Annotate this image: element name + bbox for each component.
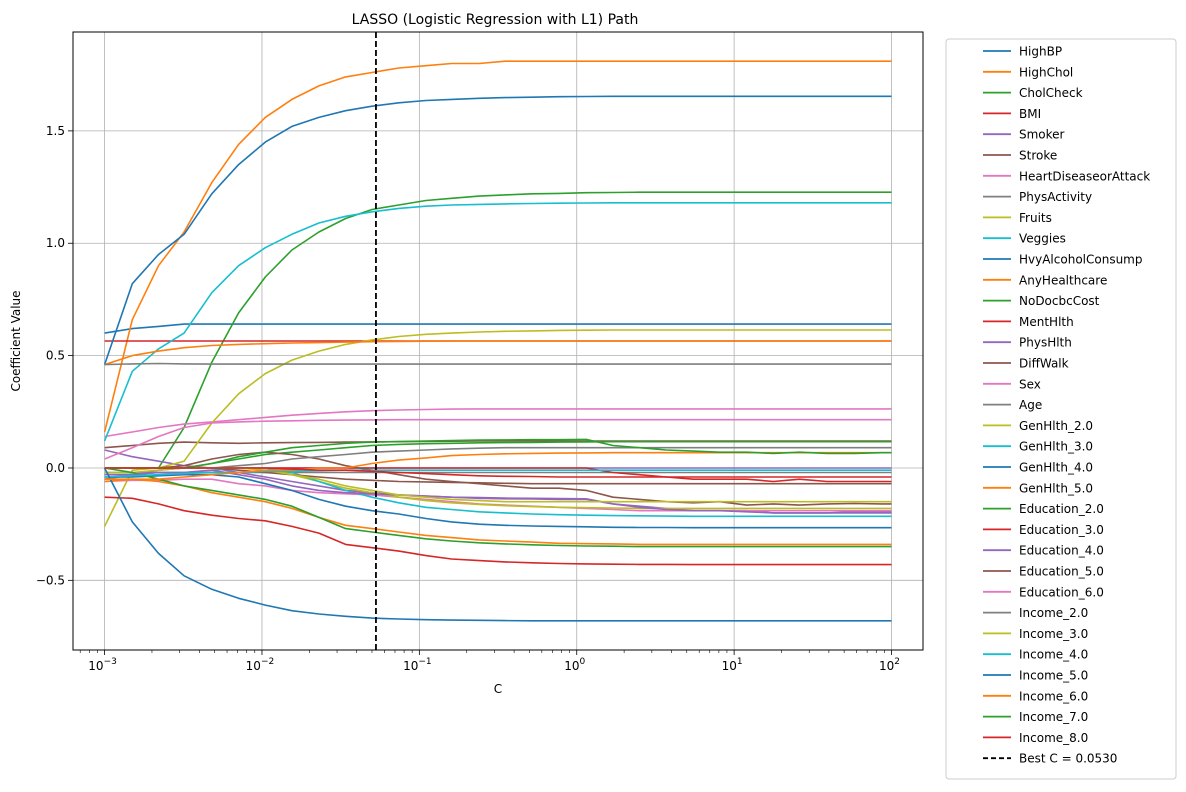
legend-label-highchol: HighChol	[1019, 65, 1073, 79]
series-line-age	[104, 362, 892, 366]
series-line-education-5-0	[104, 467, 892, 485]
legend-label-income-5-0: Income_5.0	[1019, 669, 1088, 683]
legend-label-income-7-0: Income_7.0	[1019, 710, 1088, 724]
series-line-income-2-0	[104, 446, 892, 469]
x-tick-label: 10−1	[403, 657, 432, 673]
series-line-education-3-0	[104, 496, 892, 566]
series-line-income-8-0	[104, 467, 892, 478]
series-lines	[103, 60, 892, 622]
legend-label-anyhealthcare: AnyHealthcare	[1019, 273, 1107, 287]
legend-label-physhlth: PhysHlth	[1019, 336, 1072, 350]
series-line-anyhealthcare	[104, 340, 892, 366]
legend-label-menthlth: MentHlth	[1019, 315, 1074, 329]
legend-label-cholcheck: CholCheck	[1019, 86, 1083, 100]
x-tick-label: 101	[722, 657, 743, 673]
legend-label-genhlth-5-0: GenHlth_5.0	[1019, 481, 1093, 495]
series-line-income-7-0	[104, 438, 892, 469]
legend-label-education-3-0: Education_3.0	[1019, 523, 1104, 537]
legend-label-genhlth-3-0: GenHlth_3.0	[1019, 440, 1093, 454]
legend-label-education-2-0: Education_2.0	[1019, 502, 1104, 516]
legend-label-nodocbccost: NoDocbcCost	[1019, 294, 1100, 308]
series-line-heartdiseaseorattack	[104, 408, 892, 438]
series-line-diffwalk	[104, 451, 892, 506]
series-line-highchol	[103, 60, 892, 433]
legend-label-genhlth-4-0: GenHlth_4.0	[1019, 461, 1093, 475]
x-axis: 10−3 10−2 10−1 100 101 102	[79, 650, 900, 673]
series-line-cholcheck	[104, 191, 892, 469]
legend-label-stroke: Stroke	[1019, 149, 1057, 163]
legend-box	[945, 38, 1177, 780]
series-line-income-5-0	[103, 467, 892, 622]
legend-label-education-6-0: Education_6.0	[1019, 585, 1104, 599]
series-line-hvyalcoholconsump	[103, 95, 892, 365]
x-tick-label: 10−2	[246, 657, 275, 673]
plot-frame	[72, 31, 924, 651]
legend-label-sex: Sex	[1019, 377, 1041, 391]
legend-label-education-4-0: Education_4.0	[1019, 544, 1104, 558]
legend-label-genhlth-2-0: GenHlth_2.0	[1019, 419, 1093, 433]
legend-label-veggies: Veggies	[1019, 232, 1066, 246]
series-line-veggies	[103, 202, 892, 442]
legend-label-education-5-0: Education_5.0	[1019, 565, 1104, 579]
series-line-fruits	[103, 329, 892, 527]
legend-label-income-8-0: Income_8.0	[1019, 731, 1088, 745]
y-tick-label: 1.0	[46, 236, 65, 250]
x-tick-label: 100	[564, 657, 585, 673]
y-tick-label: 0.5	[46, 349, 65, 363]
legend-label-diffwalk: DiffWalk	[1019, 357, 1069, 371]
y-axis-label: Coefficient Value	[9, 290, 23, 391]
legend-label-income-2-0: Income_2.0	[1019, 606, 1088, 620]
x-tick-label: 102	[879, 657, 900, 673]
legend: HighBP HighChol CholCheck BMI Smoker Stroke He…	[945, 38, 1177, 780]
legend-label-fruits: Fruits	[1019, 211, 1052, 225]
y-axis: −0.5 0.0 0.5 1.0 1.5	[36, 124, 73, 587]
series-line-education-6-0	[104, 418, 892, 460]
legend-label-smoker: Smoker	[1019, 128, 1065, 142]
legend-label-physactivity: PhysActivity	[1019, 190, 1092, 204]
series-line-education-2-0	[104, 467, 892, 548]
legend-label-best-c: Best C = 0.0530	[1019, 752, 1117, 766]
series-line-highbp	[104, 323, 892, 334]
y-tick-label: −0.5	[36, 573, 65, 587]
legend-label-income-6-0: Income_6.0	[1019, 689, 1088, 703]
x-tick-label: 10−3	[88, 657, 117, 673]
legend-label-heartdiseaseorattack: HeartDiseaseorAttack	[1019, 169, 1150, 183]
series-line-education-4-0	[104, 469, 892, 514]
legend-label-income-3-0: Income_3.0	[1019, 627, 1088, 641]
legend-label-hvyalcoholconsump: HvyAlcoholConsump	[1019, 253, 1142, 267]
chart-title: LASSO (Logistic Regression with L1) Path	[352, 12, 639, 28]
x-axis-label: C	[494, 682, 502, 696]
legend-label-highbp: HighBP	[1019, 45, 1062, 59]
legend-label-income-4-0: Income_4.0	[1019, 648, 1088, 662]
series-line-genhlth-5-0	[104, 478, 892, 546]
y-tick-label: 1.5	[46, 124, 65, 138]
series-line-nodocbccost	[104, 440, 892, 469]
legend-label-age: Age	[1019, 398, 1042, 412]
legend-label-bmi: BMI	[1019, 107, 1041, 121]
y-tick-label: 0.0	[46, 461, 65, 475]
series-line-genhlth-4-0	[104, 473, 892, 529]
